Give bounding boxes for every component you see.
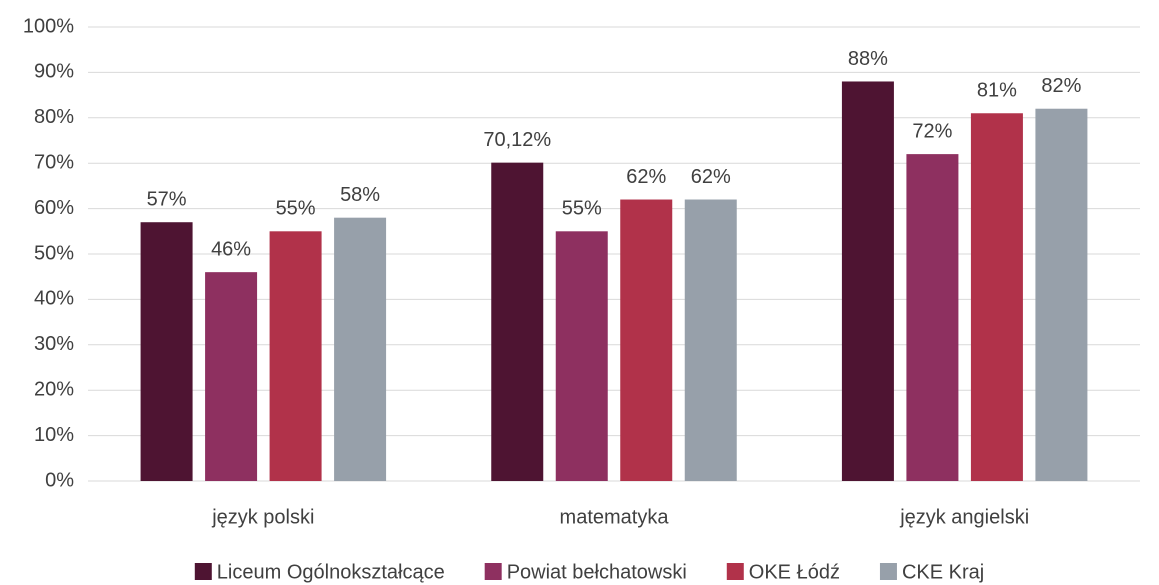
data-label: 72%	[912, 120, 952, 142]
y-tick-label: 70%	[34, 151, 74, 173]
y-tick-label: 30%	[34, 333, 74, 355]
bar	[970, 113, 1023, 481]
y-tick-label: 60%	[34, 197, 74, 219]
y-tick-label: 100%	[23, 15, 74, 37]
data-label: 58%	[340, 184, 380, 206]
legend-swatch	[879, 563, 897, 580]
data-label: 46%	[211, 238, 251, 260]
data-label: 55%	[562, 198, 602, 220]
y-tick-label: 0%	[45, 469, 74, 491]
legend-swatch	[484, 563, 502, 580]
bar	[269, 231, 322, 481]
bar	[205, 272, 258, 481]
bar	[906, 154, 959, 481]
bar	[491, 162, 544, 481]
y-tick-label: 90%	[34, 61, 74, 83]
data-label: 88%	[848, 48, 888, 70]
legend-label: CKE Kraj	[902, 561, 984, 583]
legend-swatch	[194, 563, 212, 580]
data-label: 81%	[977, 80, 1017, 102]
bar	[841, 81, 894, 481]
bar	[140, 222, 193, 481]
x-tick-label: matematyka	[560, 506, 670, 528]
bar	[555, 231, 608, 481]
legend-label: OKE Łódź	[749, 561, 840, 583]
y-tick-label: 10%	[34, 424, 74, 446]
bar	[620, 199, 673, 481]
data-label: 55%	[276, 198, 316, 220]
bar	[1035, 108, 1088, 481]
legend-swatch	[726, 563, 744, 580]
y-tick-label: 80%	[34, 106, 74, 128]
data-label: 70,12%	[483, 129, 551, 151]
data-label: 62%	[691, 166, 731, 188]
x-tick-label: język angielski	[899, 506, 1029, 528]
data-label: 57%	[147, 189, 187, 211]
x-tick-label: język polski	[211, 506, 314, 528]
y-tick-label: 40%	[34, 288, 74, 310]
y-tick-label: 50%	[34, 242, 74, 264]
data-label: 62%	[626, 166, 666, 188]
legend-label: Powiat bełchatowski	[507, 561, 687, 583]
y-tick-label: 20%	[34, 378, 74, 400]
bar	[684, 199, 737, 481]
bar	[334, 217, 387, 481]
data-label: 82%	[1041, 75, 1081, 97]
legend-label: Liceum Ogólnokształcące	[217, 561, 445, 583]
